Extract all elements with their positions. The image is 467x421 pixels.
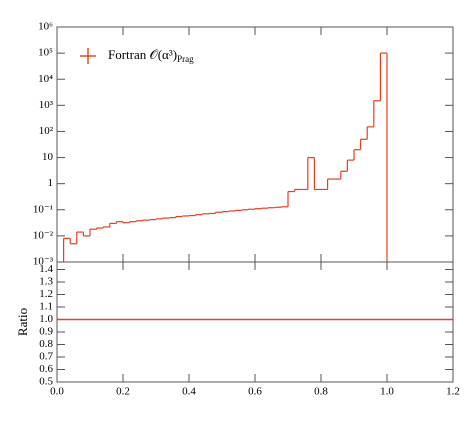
y-axis-label: Ratio	[15, 308, 30, 336]
x-tick-label: 0.0	[50, 386, 64, 398]
y-tick-label: 10	[42, 151, 54, 163]
x-tick-label: 1.0	[380, 386, 394, 398]
y-tick-label: 1.4	[39, 263, 53, 275]
y-tick-label: 10³	[39, 99, 54, 111]
y-tick-label: 0.5	[39, 376, 53, 388]
legend-label-subscript: Prag	[177, 54, 194, 64]
x-tick-label: 0.8	[314, 386, 328, 398]
y-tick-label: 10⁵	[38, 47, 53, 59]
y-tick-label: 0.6	[39, 363, 53, 375]
x-tick-label: 0.2	[116, 386, 130, 398]
panel-frame	[56, 261, 454, 383]
x-tick-label: 0.6	[248, 386, 262, 398]
y-tick-label: 1.3	[39, 276, 53, 288]
y-tick-label: 1.0	[39, 313, 53, 325]
y-tick-label: 1.1	[39, 301, 53, 313]
legend-label-main: Fortran 𝒪(α³)	[108, 47, 177, 62]
y-tick-label: 10⁻²	[33, 229, 54, 241]
y-tick-label: 0.9	[39, 326, 53, 338]
y-tick-label: 10⁻³	[33, 256, 54, 268]
y-tick-label: 0.8	[39, 338, 53, 350]
x-tick-label: 0.4	[182, 386, 196, 398]
y-tick-label: 10⁴	[38, 73, 53, 85]
y-tick-label: 1.2	[39, 288, 53, 300]
y-tick-label: 0.7	[39, 351, 53, 363]
panel-frame	[56, 26, 454, 263]
x-tick-label: 1.2	[446, 386, 460, 398]
y-tick-label: 10²	[39, 125, 54, 137]
legend-label: Fortran 𝒪(α³)Prag	[108, 47, 194, 64]
y-tick-label: 1	[48, 177, 54, 189]
histogram-connector	[63, 53, 388, 262]
y-tick-label: 10⁻¹	[33, 203, 53, 215]
y-tick-label: 10⁶	[38, 21, 53, 33]
